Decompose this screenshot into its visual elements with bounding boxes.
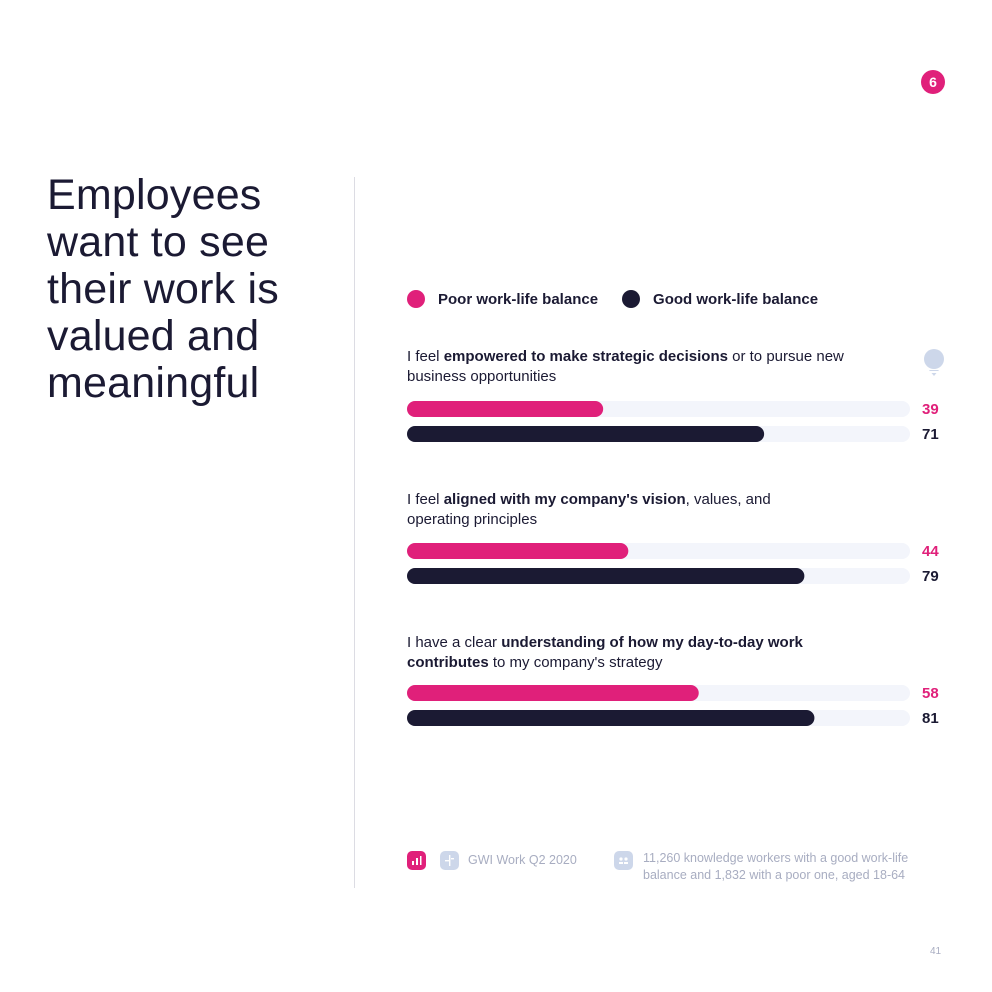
question-2-pre: I feel	[407, 491, 444, 508]
question-3: I have a clear understanding of how my d…	[407, 633, 837, 673]
question-bubble-icon	[924, 349, 944, 376]
question-1-post: or to pursue new business opportunities	[407, 348, 844, 385]
data-label: 71	[922, 426, 939, 443]
bar-good	[407, 710, 815, 726]
question-2-post: , values, and operating principles	[407, 491, 771, 528]
bar-good	[407, 426, 765, 442]
legend-label-poor: Poor work-life balance	[438, 290, 599, 308]
data-label: 44	[922, 543, 939, 560]
question-3-post: to my company's strategy	[488, 654, 663, 671]
question-3-bold: understanding of how my day-to-day work …	[407, 634, 803, 671]
chart-icon	[407, 851, 426, 870]
legend-dot-good	[622, 290, 641, 308]
question-1-pre: I feel	[407, 348, 444, 365]
question-2-bold: aligned with my company's vision	[443, 491, 686, 508]
question-2: I feel aligned with my company's vision,…	[407, 490, 807, 530]
footer: GWI Work Q2 2020 11,260 knowledge worker…	[0, 848, 992, 888]
question-1: I feel empowered to make strategic decis…	[407, 347, 847, 387]
page-number: 41	[930, 946, 942, 957]
base-text: 11,260 knowledge workers with a good wor…	[643, 851, 909, 882]
section-badge: 6	[921, 70, 945, 94]
bar-poor	[407, 685, 699, 701]
bar-good	[407, 568, 805, 584]
page-title: Employees want to see their work is valu…	[47, 171, 279, 407]
legend-label-good: Good work-life balance	[653, 290, 819, 308]
data-label: 81	[922, 710, 939, 727]
data-label: 39	[922, 401, 939, 418]
legend-item-poor: Poor work-life balance	[407, 290, 598, 308]
question-3-pre: I have a clear	[407, 634, 502, 651]
data-label: 58	[922, 685, 939, 702]
bar-poor	[407, 401, 604, 417]
question-1-bold: empowered to make strategic decisions	[443, 348, 728, 365]
people-icon	[614, 851, 633, 870]
source-text: GWI Work Q2 2020	[468, 853, 577, 867]
legend-item-good: Good work-life balance	[622, 290, 818, 308]
data-label: 79	[922, 568, 939, 585]
legend-dot-poor	[407, 290, 425, 308]
vertical-divider	[354, 177, 355, 888]
bar-poor	[407, 543, 629, 559]
chart-legend: Poor work-life balance Good work-life ba…	[407, 289, 842, 309]
question-mark-icon	[440, 851, 459, 870]
